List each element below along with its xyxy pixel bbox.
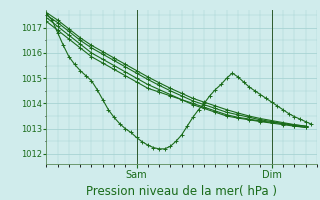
X-axis label: Pression niveau de la mer( hPa ): Pression niveau de la mer( hPa )	[86, 185, 277, 198]
